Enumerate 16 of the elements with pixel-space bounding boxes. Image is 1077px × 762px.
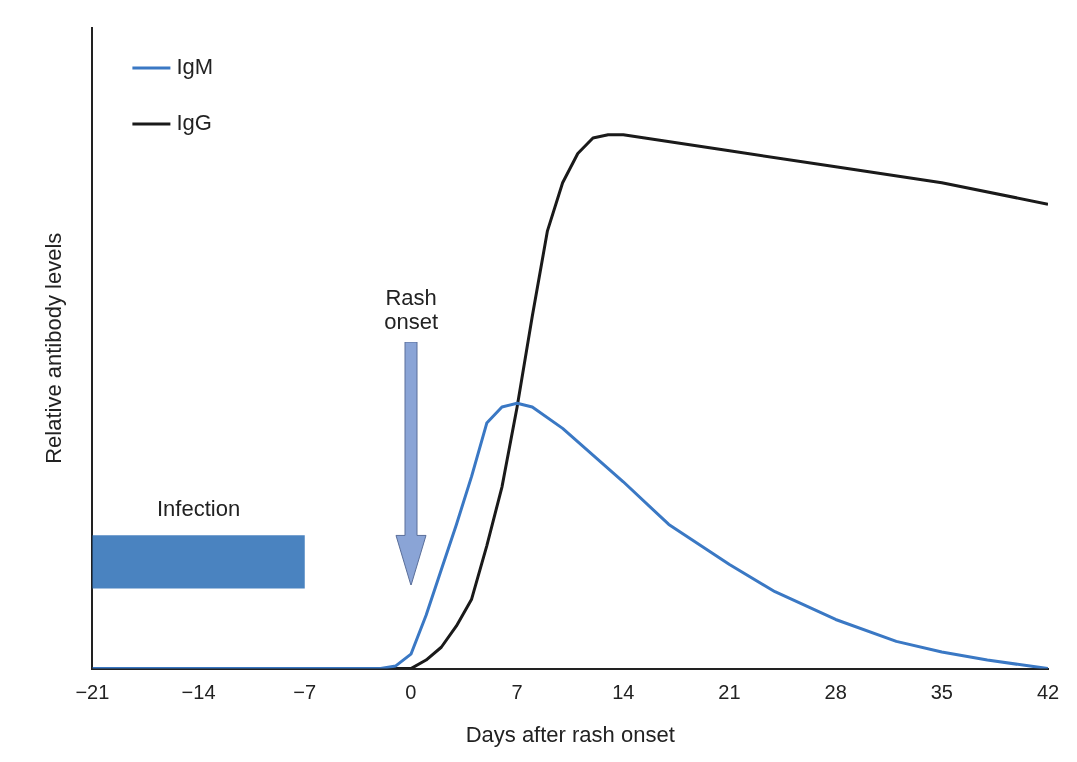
x-tick-label: 14 — [612, 681, 635, 704]
x-tick-label: −7 — [293, 681, 317, 704]
band-label: Infection — [156, 496, 241, 522]
y-axis-title: Relative antibody levels — [41, 232, 67, 464]
x-tick-label: 21 — [718, 681, 741, 704]
legend-label: IgG — [176, 110, 212, 136]
x-axis-title: Days after rash onset — [465, 721, 675, 747]
x-tick-label: −21 — [75, 681, 110, 704]
x-tick-label: 0 — [405, 681, 417, 704]
x-tick-label: −14 — [181, 681, 216, 704]
annotation: Rash onset — [384, 284, 439, 334]
x-tick-label: 42 — [1036, 681, 1060, 704]
x-tick-label: 7 — [511, 681, 523, 704]
x-tick-label: 28 — [824, 681, 847, 704]
legend-label: IgM — [176, 54, 214, 80]
x-tick-label: 35 — [930, 681, 953, 704]
